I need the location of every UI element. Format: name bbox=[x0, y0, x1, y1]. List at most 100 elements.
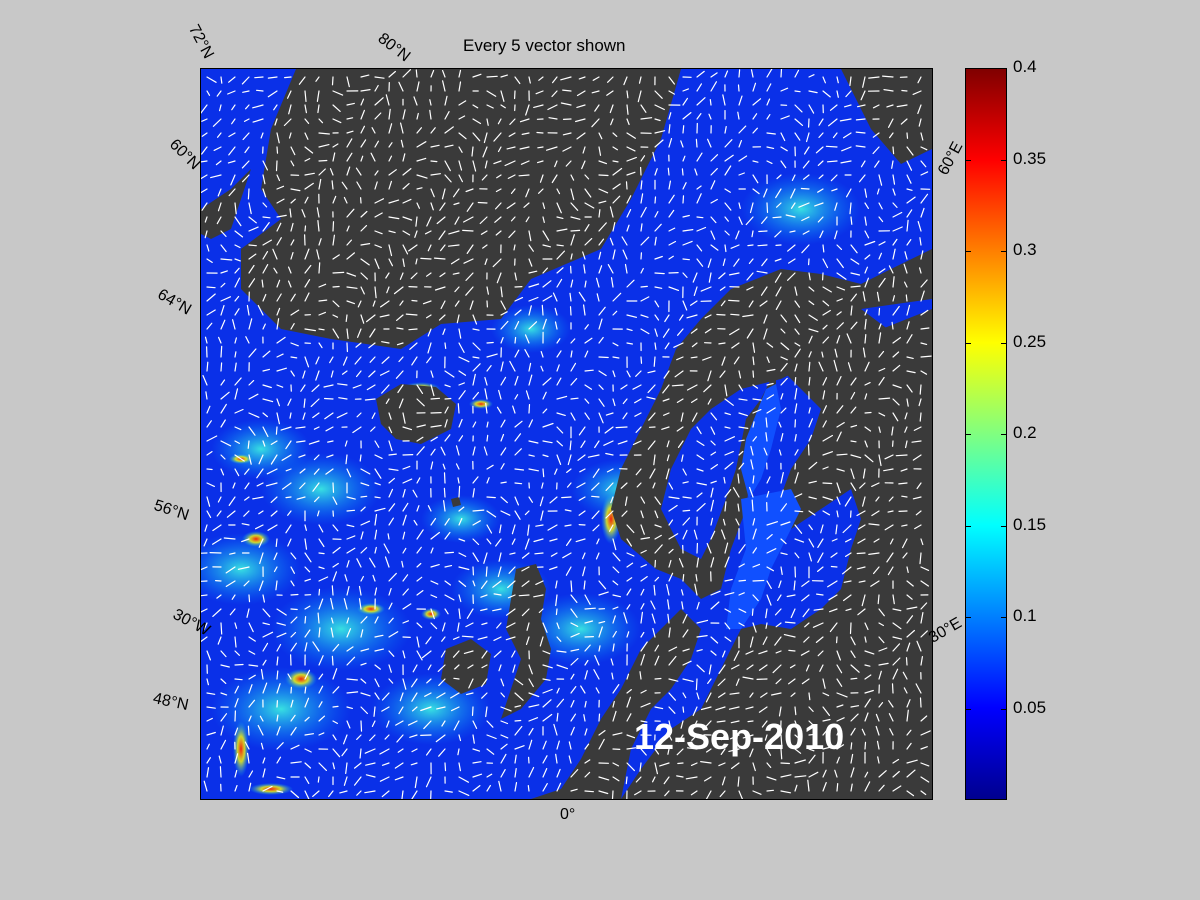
velocity-vector bbox=[564, 524, 572, 527]
velocity-vector bbox=[668, 180, 671, 190]
velocity-vector bbox=[466, 244, 474, 254]
velocity-vector bbox=[730, 720, 740, 724]
velocity-vector bbox=[758, 230, 768, 233]
velocity-vector bbox=[241, 523, 250, 526]
velocity-vector bbox=[234, 244, 241, 249]
velocity-vector bbox=[828, 594, 838, 601]
velocity-vector bbox=[472, 773, 483, 778]
velocity-vector bbox=[290, 239, 295, 246]
velocity-vector bbox=[549, 538, 558, 542]
velocity-vector bbox=[372, 300, 376, 307]
velocity-vector bbox=[729, 328, 740, 336]
velocity-vector bbox=[612, 606, 619, 610]
velocity-vector bbox=[674, 370, 684, 378]
velocity-vector bbox=[818, 174, 824, 180]
velocity-vector bbox=[448, 230, 460, 235]
velocity-vector bbox=[817, 650, 824, 657]
velocity-vector bbox=[654, 655, 660, 666]
velocity-vector bbox=[262, 368, 271, 372]
velocity-vector bbox=[577, 454, 586, 461]
velocity-vector bbox=[394, 762, 404, 769]
velocity-vector bbox=[442, 622, 446, 632]
velocity-vector bbox=[262, 642, 269, 652]
velocity-vector bbox=[206, 405, 211, 414]
velocity-vector bbox=[836, 468, 845, 472]
velocity-vector bbox=[500, 419, 506, 428]
velocity-vector bbox=[640, 206, 647, 218]
velocity-vector bbox=[800, 187, 810, 190]
velocity-vector bbox=[248, 594, 251, 603]
velocity-vector bbox=[258, 510, 264, 515]
velocity-vector bbox=[245, 336, 250, 344]
velocity-vector bbox=[500, 74, 508, 78]
velocity-vector bbox=[220, 305, 225, 316]
velocity-vector bbox=[442, 463, 446, 470]
velocity-vector bbox=[896, 104, 908, 108]
velocity-vector bbox=[780, 356, 788, 361]
velocity-vector bbox=[836, 244, 843, 250]
velocity-vector bbox=[892, 238, 898, 246]
velocity-vector bbox=[721, 650, 726, 658]
velocity-vector bbox=[649, 468, 656, 479]
velocity-vector bbox=[860, 160, 866, 168]
velocity-vector bbox=[528, 739, 533, 750]
velocity-vector bbox=[429, 99, 432, 106]
velocity-vector bbox=[822, 678, 826, 689]
velocity-vector bbox=[318, 524, 324, 533]
velocity-vector bbox=[500, 678, 505, 687]
velocity-vector bbox=[290, 744, 300, 750]
velocity-vector bbox=[514, 349, 520, 358]
velocity-vector bbox=[332, 221, 335, 232]
velocity-vector bbox=[374, 84, 379, 92]
velocity-vector bbox=[304, 90, 307, 103]
velocity-vector bbox=[336, 412, 348, 419]
velocity-vector bbox=[486, 734, 497, 740]
velocity-vector bbox=[318, 168, 326, 176]
velocity-vector bbox=[212, 118, 222, 127]
velocity-vector bbox=[493, 132, 502, 142]
velocity-vector bbox=[696, 185, 702, 190]
velocity-vector bbox=[610, 118, 614, 126]
velocity-vector bbox=[216, 216, 222, 225]
velocity-vector bbox=[220, 454, 226, 460]
velocity-vector bbox=[738, 592, 745, 596]
velocity-vector bbox=[290, 252, 294, 260]
velocity-vector bbox=[640, 631, 645, 638]
velocity-vector bbox=[346, 496, 356, 500]
velocity-vector bbox=[290, 309, 300, 316]
velocity-vector bbox=[472, 356, 480, 359]
velocity-vector bbox=[841, 566, 852, 575]
velocity-vector bbox=[715, 706, 726, 711]
velocity-vector bbox=[332, 643, 340, 652]
velocity-vector bbox=[542, 391, 547, 400]
velocity-vector bbox=[374, 529, 378, 540]
velocity-vector bbox=[388, 453, 397, 456]
velocity-vector bbox=[458, 734, 462, 742]
velocity-vector bbox=[442, 328, 446, 335]
velocity-vector bbox=[746, 328, 754, 339]
velocity-vector bbox=[369, 356, 376, 363]
velocity-vector bbox=[360, 520, 371, 526]
velocity-vector bbox=[632, 384, 642, 390]
velocity-vector bbox=[836, 322, 844, 330]
velocity-vector bbox=[498, 389, 502, 400]
velocity-vector bbox=[808, 286, 815, 292]
velocity-vector bbox=[623, 612, 628, 624]
velocity-vector bbox=[332, 734, 337, 741]
velocity-vector bbox=[484, 388, 488, 400]
velocity-vector bbox=[870, 580, 880, 587]
velocity-vector bbox=[668, 533, 679, 540]
velocity-vector bbox=[570, 234, 575, 246]
lat-label-56n: 56°N bbox=[151, 497, 192, 525]
velocity-vector bbox=[816, 566, 824, 572]
velocity-vector bbox=[735, 230, 740, 240]
velocity-vector bbox=[416, 127, 422, 134]
velocity-vector bbox=[664, 314, 670, 323]
velocity-vector bbox=[444, 126, 454, 134]
velocity-vector bbox=[780, 146, 788, 152]
velocity-vector bbox=[808, 300, 815, 306]
velocity-vector bbox=[650, 600, 656, 610]
velocity-vector bbox=[374, 678, 380, 688]
velocity-vector bbox=[756, 270, 768, 274]
velocity-vector bbox=[892, 146, 895, 155]
